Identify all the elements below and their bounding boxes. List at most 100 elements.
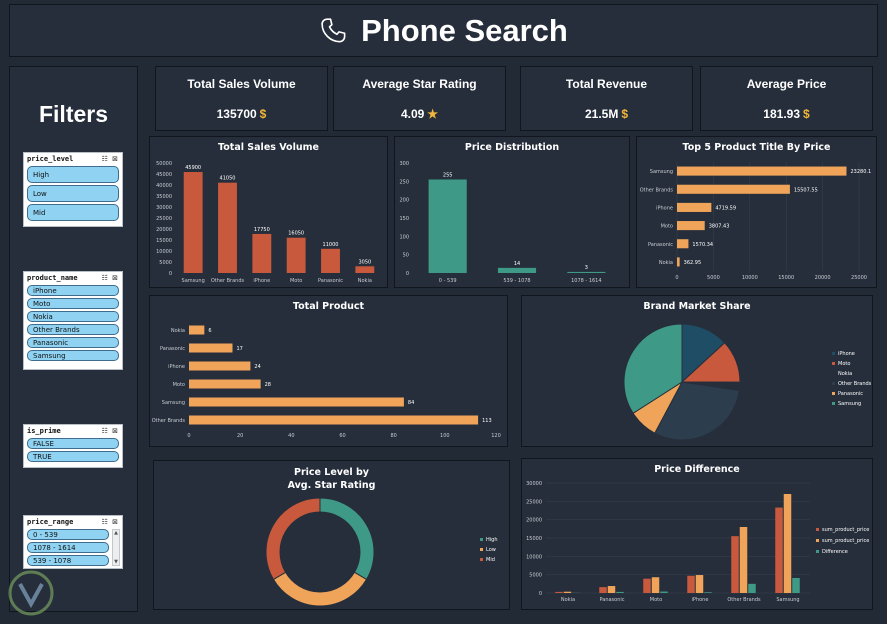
clear-filter-icon[interactable]: ☷ ⊠: [101, 154, 119, 163]
legend-swatch: [832, 402, 835, 405]
y-tick-label: Samsung: [162, 400, 185, 406]
legend-swatch: [816, 528, 819, 531]
slicer-item[interactable]: 539 - 1078: [27, 555, 109, 566]
filters-panel: Filters price_level ☷ ⊠ High Low Mid prod…: [9, 66, 138, 612]
x-tick-label: 20: [237, 433, 243, 439]
y-tick-label: 45000: [156, 172, 172, 178]
slicer-item[interactable]: 0 - 539: [27, 529, 109, 540]
y-tick-label: 25000: [156, 216, 172, 222]
legend-swatch: [832, 372, 835, 375]
pie-slice: [272, 571, 368, 607]
clear-filter-icon[interactable]: ☷ ⊠: [101, 426, 119, 435]
x-tick-label: 15000: [778, 275, 794, 281]
x-tick-label: Panasonic: [599, 597, 624, 603]
slicer-item[interactable]: 1078 - 1614: [27, 542, 109, 553]
slicer-title: product_name: [27, 273, 78, 282]
chart-title: Brand Market Share: [643, 301, 751, 312]
bar: [563, 591, 572, 593]
phone-icon: [321, 17, 346, 42]
kpi-label: Average Star Rating: [362, 77, 477, 91]
slicer-item[interactable]: High: [27, 166, 119, 183]
kpi-value: 135700: [216, 107, 257, 121]
data-label: 17750: [254, 227, 270, 233]
y-tick-label: Moto: [661, 224, 673, 230]
kpi-value: 21.5M: [584, 107, 619, 121]
bar: [183, 172, 203, 273]
y-tick-label: 15000: [526, 536, 542, 542]
filters-heading: Filters: [38, 101, 109, 127]
bar: [428, 179, 467, 273]
legend-label: Panasonic: [838, 391, 863, 397]
bar: [704, 592, 712, 593]
legend-label: Samsung: [838, 401, 861, 407]
bar: [677, 202, 712, 212]
legend-swatch: [832, 382, 835, 385]
pie-slice: [654, 381, 740, 441]
bar: [286, 237, 306, 273]
y-tick-label: 5000: [159, 260, 172, 266]
bar: [189, 343, 233, 353]
y-tick-label: 300: [399, 161, 409, 167]
data-label: 3: [585, 265, 588, 271]
slicer-item[interactable]: Nokia: [27, 311, 119, 322]
y-tick-label: Nokia: [171, 328, 185, 334]
data-label: 4719.59: [715, 205, 736, 211]
y-tick-label: 40000: [156, 183, 172, 189]
data-label: 24: [254, 364, 260, 370]
data-label: 15507.55: [794, 187, 818, 193]
y-tick-label: 150: [399, 216, 409, 222]
slicer-price-range: price_range ☷ ⊠ 0 - 539 1078 - 1614 539 -…: [23, 515, 123, 569]
legend-label: sum_product_price: [822, 538, 869, 544]
chart-title: Price Level by Avg. Star Rating: [287, 467, 376, 491]
slicer-item[interactable]: Panasonic: [27, 337, 119, 348]
chart-total-sales-volume: Total Sales Volume 0 5000 10000 15000 20000 2…: [149, 136, 388, 288]
slicer-item[interactable]: Moto: [27, 298, 119, 309]
kpi-value: 4.09: [400, 107, 425, 121]
bar: [218, 182, 237, 273]
data-label: 362.95: [684, 260, 702, 266]
chart-price-level-rating: Price Level by Avg. Star Rating High Low M…: [153, 460, 510, 610]
y-tick-label: 5000: [529, 573, 542, 579]
bar: [695, 575, 704, 593]
slicer-item[interactable]: iPhone: [27, 285, 119, 296]
data-label: 11000: [323, 242, 339, 248]
bar: [739, 527, 748, 593]
x-tick-label: 120: [491, 433, 501, 439]
pie-slice: [319, 497, 375, 581]
bar: [651, 577, 660, 593]
legend-label: Moto: [838, 361, 850, 367]
bar: [189, 361, 251, 371]
slicer-item[interactable]: FALSE: [27, 438, 119, 449]
legend-swatch: [816, 539, 819, 542]
slicer-item[interactable]: Mid: [27, 204, 119, 221]
slicer-item[interactable]: Other Brands: [27, 324, 119, 335]
data-label: 113: [482, 418, 492, 424]
clear-filter-icon[interactable]: ☷ ⊠: [101, 517, 119, 526]
x-tick-label: Nokia: [561, 597, 575, 603]
data-label: 3807.43: [709, 224, 730, 230]
slicer-is-prime: is_prime ☷ ⊠ FALSE TRUE: [23, 424, 123, 468]
bar: [189, 397, 404, 407]
dollar-icon: $: [259, 107, 267, 121]
x-tick-label: 0 - 539: [439, 278, 457, 284]
kpi-label: Average Price: [746, 77, 827, 91]
title-bar: Phone Search: [9, 4, 878, 57]
y-tick-label: 100: [399, 234, 409, 240]
legend-swatch: [480, 538, 483, 541]
y-tick-label: 30000: [156, 205, 172, 211]
x-tick-label: 60: [339, 433, 345, 439]
slicer-item[interactable]: Low: [27, 185, 119, 202]
legend-label: Low: [486, 547, 496, 553]
clear-filter-icon[interactable]: ☷ ⊠: [101, 273, 119, 282]
slicer-scrollbar[interactable]: ▲ ▼: [112, 529, 120, 566]
slicer-item[interactable]: Samsung: [27, 350, 119, 361]
slicer-item[interactable]: TRUE: [27, 451, 119, 462]
x-tick-label: Moto: [290, 278, 302, 284]
dollar-icon: $: [621, 107, 629, 121]
y-tick-label: 30000: [526, 481, 542, 487]
chart-total-product: Total Product 0 20 40 60 80 100 120 6 Nokia 17 Pan…: [149, 295, 508, 447]
bar: [497, 267, 537, 273]
y-tick-label: 200: [399, 198, 409, 204]
bar: [189, 415, 479, 425]
data-label: 28: [265, 382, 271, 388]
